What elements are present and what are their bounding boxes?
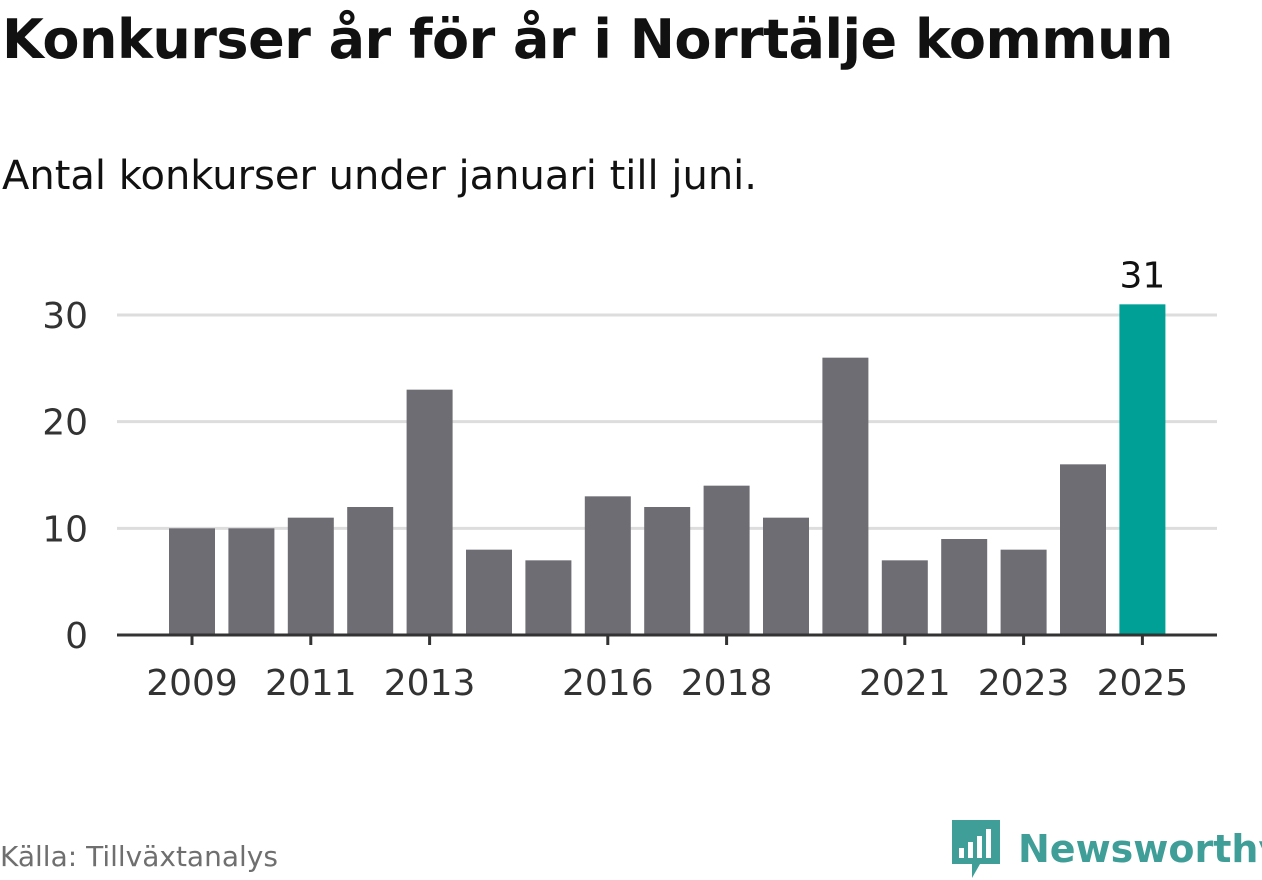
bar-2009	[169, 528, 215, 635]
x-tick-label-2023: 2023	[978, 663, 1070, 704]
bar-2013	[406, 389, 453, 635]
bars	[169, 304, 1166, 635]
bar-2017	[644, 507, 691, 635]
bar-2020	[822, 357, 869, 635]
bar-2022	[941, 539, 988, 635]
data-label-2025: 31	[1119, 255, 1165, 296]
bar-2012	[347, 507, 394, 635]
bar-2019	[763, 517, 809, 635]
y-tick-label: 20	[42, 403, 88, 444]
x-axis-tick-labels: 2009 2011 2013 2016 2018 2021 2023 2025	[146, 663, 1188, 704]
bar-2016	[584, 496, 631, 635]
y-tick-label: 10	[42, 509, 88, 550]
bar-2024	[1060, 464, 1106, 635]
x-tick-label-2016: 2016	[562, 663, 654, 704]
bar-2011	[287, 517, 334, 635]
x-tick-label-2018: 2018	[681, 663, 773, 704]
bar-2025	[1119, 304, 1166, 635]
data-labels: 31	[1119, 255, 1165, 296]
brand-name: Newsworthy	[1018, 827, 1262, 871]
x-tick-label-2013: 2013	[384, 663, 476, 704]
y-tick-label: 0	[65, 616, 88, 657]
newsworthy-logo-icon	[952, 820, 1000, 878]
x-tick-label-2021: 2021	[859, 663, 951, 704]
bar-2023	[1000, 549, 1047, 635]
x-tick-label-2009: 2009	[146, 663, 238, 704]
y-tick-label: 30	[42, 296, 88, 337]
x-tick-label-2025: 2025	[1097, 663, 1189, 704]
chart-title: Konkurser år för år i Norrtälje kommun	[2, 8, 1173, 71]
brand-logo[interactable]: Newsworthy	[950, 818, 1262, 880]
source-note: Källa: Tillväxtanalys	[0, 840, 278, 873]
chart-subtitle: Antal konkurser under januari till juni.	[2, 153, 757, 199]
y-axis-tick-labels: 0 10 20 30	[42, 296, 88, 657]
x-tick-label-2011: 2011	[265, 663, 357, 704]
bar-2021	[881, 560, 928, 635]
bar-2014	[466, 549, 512, 635]
grid-lines	[117, 313, 1217, 530]
bar-2018	[703, 485, 750, 635]
bar-2010	[228, 528, 275, 635]
bar-2015	[525, 560, 572, 635]
x-axis	[117, 633, 1217, 645]
